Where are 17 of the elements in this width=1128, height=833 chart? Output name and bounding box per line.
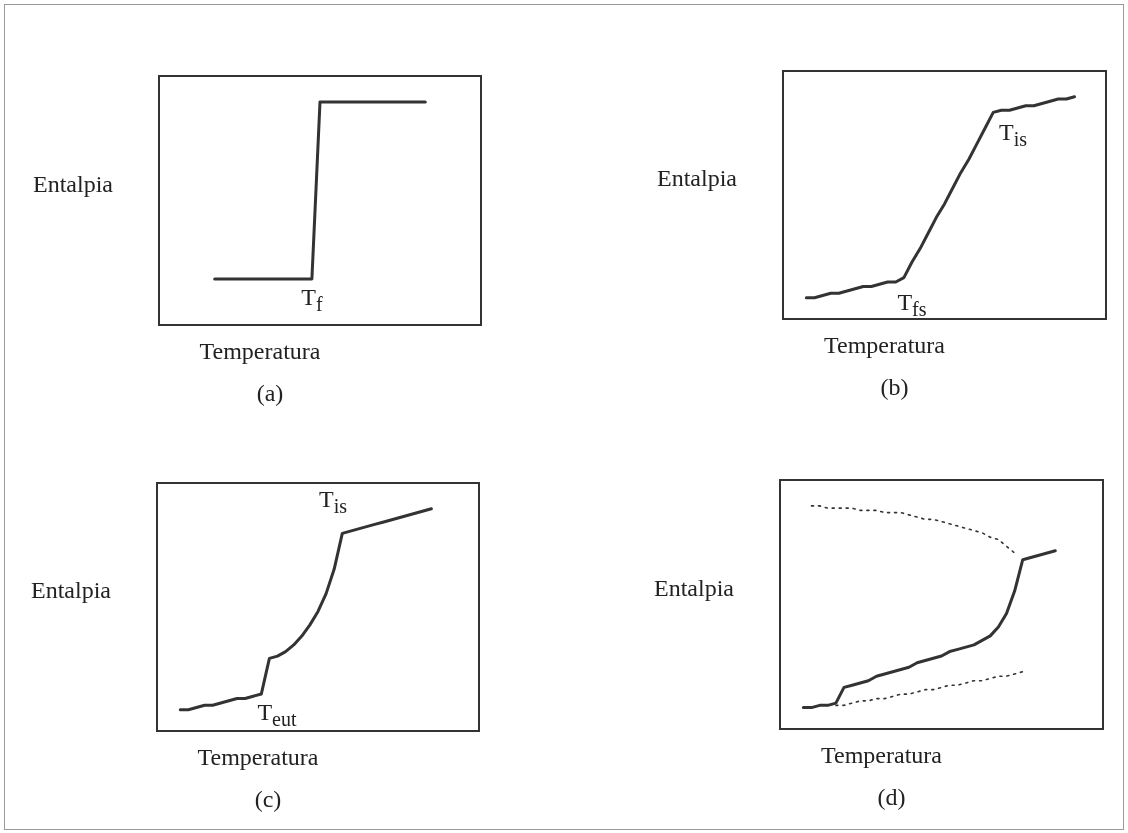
- x-axis-title: Temperatura: [820, 742, 943, 769]
- x-axis-title: Temperatura: [198, 338, 322, 365]
- y-axis-title: Entalpia: [653, 574, 735, 602]
- annotation: T$_{is}$: [998, 119, 1028, 151]
- text: (b): [879, 374, 910, 401]
- y-axis-title: Entalpia: [656, 165, 738, 192]
- text: (a): [255, 380, 285, 407]
- text: (d): [876, 784, 907, 811]
- annotation: T$_{fs}$: [897, 289, 927, 321]
- annotation: T$_{f}$: [301, 284, 323, 316]
- annotation: T$_{is}$: [318, 486, 348, 518]
- text: (c): [253, 786, 283, 813]
- y-axis-title: Entalpia: [30, 577, 112, 604]
- annotation: T$_{eut}$: [257, 699, 297, 731]
- y-axis-title: Entalpia: [32, 170, 114, 198]
- x-axis-title: Temperatura: [196, 744, 320, 771]
- x-axis-title: Temperatura: [823, 332, 946, 359]
